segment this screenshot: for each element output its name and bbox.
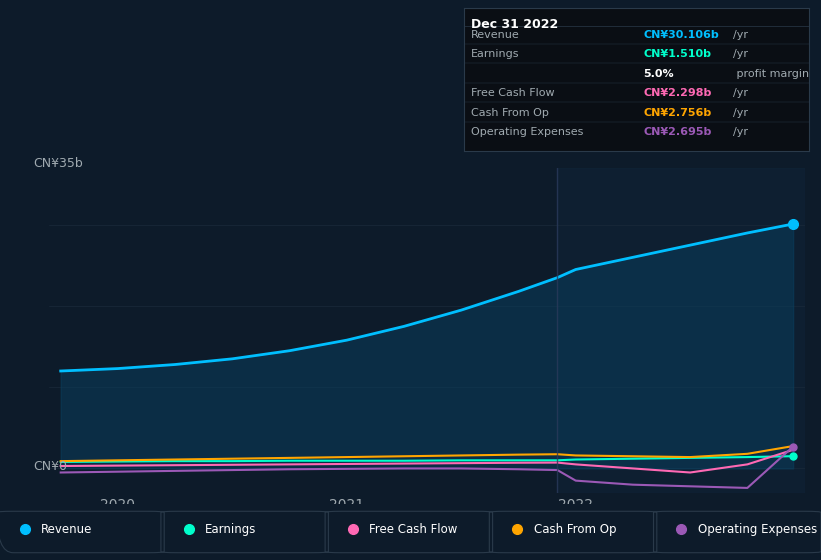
Text: /yr: /yr <box>733 30 748 40</box>
Text: CN¥2.298b: CN¥2.298b <box>643 88 712 99</box>
Text: Free Cash Flow: Free Cash Flow <box>369 522 458 536</box>
Text: /yr: /yr <box>733 128 748 137</box>
Text: CN¥30.106b: CN¥30.106b <box>643 30 719 40</box>
Text: /yr: /yr <box>733 88 748 99</box>
Text: 5.0%: 5.0% <box>643 69 674 79</box>
Text: Operating Expenses: Operating Expenses <box>698 522 817 536</box>
Text: profit margin: profit margin <box>733 69 809 79</box>
Text: Dec 31 2022: Dec 31 2022 <box>470 18 558 31</box>
Text: CN¥1.510b: CN¥1.510b <box>643 49 711 59</box>
Text: CN¥0: CN¥0 <box>33 460 67 473</box>
Text: Earnings: Earnings <box>205 522 257 536</box>
Text: Revenue: Revenue <box>41 522 93 536</box>
Text: Free Cash Flow: Free Cash Flow <box>470 88 554 99</box>
Text: Cash From Op: Cash From Op <box>534 522 616 536</box>
Text: CN¥35b: CN¥35b <box>33 157 83 170</box>
Text: /yr: /yr <box>733 49 748 59</box>
Text: CN¥2.756b: CN¥2.756b <box>643 108 712 118</box>
Text: Revenue: Revenue <box>470 30 520 40</box>
Bar <box>557 168 805 493</box>
Text: Cash From Op: Cash From Op <box>470 108 548 118</box>
Text: Earnings: Earnings <box>470 49 519 59</box>
Text: /yr: /yr <box>733 108 748 118</box>
Text: CN¥2.695b: CN¥2.695b <box>643 128 712 137</box>
Text: Operating Expenses: Operating Expenses <box>470 128 583 137</box>
